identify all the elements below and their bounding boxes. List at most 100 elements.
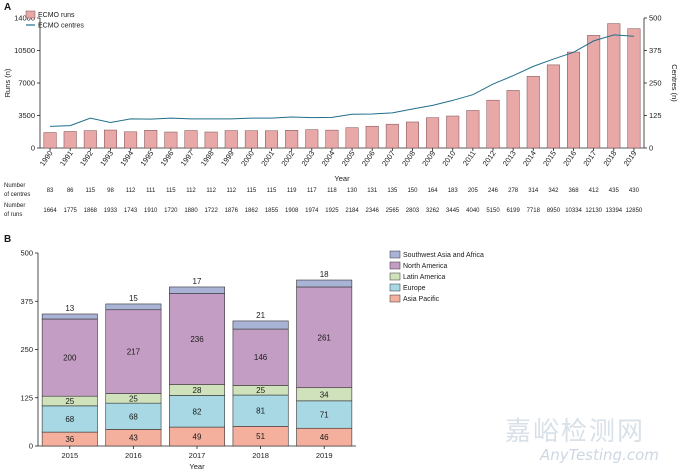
table-cell: 2565 xyxy=(386,208,400,214)
bar-b-segment-label: 68 xyxy=(129,412,138,421)
table-cell: 183 xyxy=(448,188,459,194)
legend-label-b: Latin America xyxy=(403,274,446,281)
bar-b-top-label: 17 xyxy=(193,277,202,286)
y-axis-title-a-right: Centres (n) xyxy=(670,64,679,102)
table-cell: 112 xyxy=(186,188,196,194)
table-cell: 1664 xyxy=(43,208,57,214)
x-tick-label-b: 2015 xyxy=(61,451,78,460)
x-tick-label-a: 2012 xyxy=(481,149,498,168)
bar-b-segment-label: 217 xyxy=(127,348,141,357)
table-cell: 1720 xyxy=(164,208,178,214)
x-tick-label-a: 1998 xyxy=(199,149,216,168)
table-cell: 314 xyxy=(528,188,539,194)
table-cell: 368 xyxy=(569,188,580,194)
bar-a-runs xyxy=(305,129,319,149)
legend-label-a-centres: ECMO centres xyxy=(38,23,84,30)
tick-label-b-left: 250 xyxy=(20,345,33,354)
table-cell: 1880 xyxy=(184,208,198,214)
table-cell: 278 xyxy=(508,188,519,194)
table-cell: 5150 xyxy=(486,208,500,214)
bar-b-segment xyxy=(41,405,98,433)
x-tick-label-a: 2019 xyxy=(622,149,639,168)
bar-a-runs xyxy=(627,28,641,149)
bar-a-runs xyxy=(83,130,97,149)
watermark-cn: 嘉峪检测网 xyxy=(505,417,645,447)
bar-b-segment xyxy=(232,394,289,427)
table-cell: 1974 xyxy=(305,208,319,214)
bar-a-runs xyxy=(103,129,117,149)
table-cell: 8950 xyxy=(547,208,561,214)
bar-b-segment-label: 200 xyxy=(63,354,77,363)
x-tick-label-a: 1996 xyxy=(159,149,176,168)
table-cell: 86 xyxy=(67,188,74,194)
bar-b-top-label: 13 xyxy=(65,304,74,313)
bar-b-segment xyxy=(169,293,225,385)
chart-a: 0 3500 7000 10500 14000 0 125 250 375 500 Runs (n)… xyxy=(3,10,679,218)
bar-b-segment-label: 46 xyxy=(320,433,329,442)
tick-label-a-right: 0 xyxy=(649,144,653,153)
legend-label-b: North America xyxy=(403,263,447,270)
table-cell: 12130 xyxy=(585,208,602,214)
table-cell: 4040 xyxy=(466,208,480,214)
bar-b-segment-label: 146 xyxy=(254,353,268,362)
bar-a-runs xyxy=(466,110,480,149)
tick-label-a-right: 125 xyxy=(649,111,662,120)
bar-b-segment-label: 34 xyxy=(320,390,329,399)
bar-a-runs xyxy=(607,23,621,149)
x-tick-label-a: 1990 xyxy=(38,149,55,168)
x-tick-label-b: 2019 xyxy=(316,451,333,460)
bar-a-runs xyxy=(506,90,520,149)
bar-b-segment-label: 28 xyxy=(193,386,202,395)
table-cell: 112 xyxy=(226,188,236,194)
table-row-label: of runs xyxy=(4,212,22,218)
x-tick-label-b: 2018 xyxy=(252,451,269,460)
bar-a-runs xyxy=(164,131,178,149)
x-tick-label-a: 2004 xyxy=(320,149,337,168)
x-tick-label-a: 2006 xyxy=(360,149,377,168)
bar-a-runs xyxy=(426,117,440,149)
x-tick-label-a: 1993 xyxy=(98,149,115,168)
x-axis-title-a: Year xyxy=(334,174,350,183)
legend-label-b: Europe xyxy=(403,285,426,292)
table-cell: 1743 xyxy=(124,208,138,214)
table-cell: 1910 xyxy=(144,208,158,214)
legend-swatch-a-runs xyxy=(25,10,36,19)
table-cell: 98 xyxy=(107,188,114,194)
x-tick-label-b: 2017 xyxy=(189,451,206,460)
table-cell: 112 xyxy=(206,188,216,194)
bar-a-runs xyxy=(486,99,500,149)
bar-b-segment xyxy=(232,328,289,386)
x-tick-label-a: 1991 xyxy=(58,149,75,168)
x-tick-label-a: 2015 xyxy=(541,149,558,168)
table-cell: 83 xyxy=(47,188,54,194)
tick-label-b-left: 500 xyxy=(20,249,33,258)
table-cell: 7718 xyxy=(527,208,541,214)
table-cell: 2346 xyxy=(366,208,380,214)
chart-b: 0 125 250 375 500 Year 36 68 25 200 13 2015 43 68 25 21… xyxy=(20,249,484,471)
bar-b-segment xyxy=(232,320,289,330)
bar-b-segment xyxy=(41,318,98,397)
table-cell: 118 xyxy=(327,188,337,194)
table-cell: 430 xyxy=(629,188,640,194)
bar-a-runs xyxy=(567,51,581,149)
x-tick-label-a: 2010 xyxy=(440,149,457,168)
x-tick-label-a: 2009 xyxy=(420,149,437,168)
table-cell: 1908 xyxy=(285,208,299,214)
bar-b-segment-label: 25 xyxy=(129,394,138,403)
table-cell: 1722 xyxy=(204,208,218,214)
table-cell: 115 xyxy=(247,188,257,194)
x-tick-label-a: 2014 xyxy=(521,149,538,168)
table-cell: 3445 xyxy=(446,208,460,214)
bar-b-segment-label: 25 xyxy=(65,397,74,406)
tick-label-b-left: 375 xyxy=(20,297,33,306)
x-tick-label-b: 2016 xyxy=(125,451,142,460)
bar-a-runs xyxy=(144,130,158,149)
x-tick-label-a: 2013 xyxy=(501,149,518,168)
legend-label-b: Asia Pacific xyxy=(403,296,440,303)
legend-label-a-runs: ECMO runs xyxy=(38,12,75,19)
table-cell: 111 xyxy=(146,188,156,194)
bar-b-segment-label: 81 xyxy=(256,407,265,416)
bar-a-runs xyxy=(43,132,57,149)
legend-swatch-b xyxy=(389,272,401,281)
bar-a-runs xyxy=(265,130,279,149)
